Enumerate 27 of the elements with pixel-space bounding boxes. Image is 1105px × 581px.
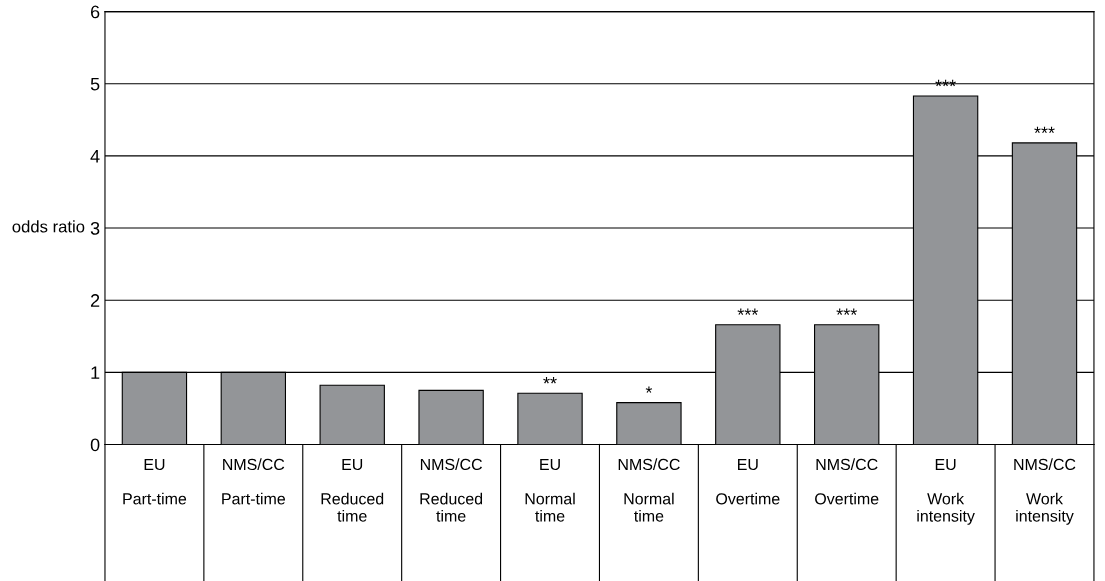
category-label: EU Normal time xyxy=(525,458,575,522)
category-label: EU Work intensity xyxy=(917,458,975,525)
data-label: *** xyxy=(737,308,759,315)
y-tick-label: 6 xyxy=(90,5,100,19)
category-label: NMS/CC Overtime xyxy=(815,458,879,505)
bar xyxy=(418,389,484,445)
y-tick-label: 3 xyxy=(90,221,100,235)
bar xyxy=(517,392,583,445)
data-label: * xyxy=(645,386,653,393)
category-label: EU Reduced time xyxy=(321,458,384,522)
category-label: NMS/CC Normal time xyxy=(618,458,680,522)
bar xyxy=(616,402,682,445)
data-label: ** xyxy=(543,377,557,384)
y-tick-label: 1 xyxy=(91,366,100,379)
category-label: EU Overtime xyxy=(716,458,780,505)
data-label: *** xyxy=(1034,126,1055,134)
y-tick-label: 5 xyxy=(90,77,100,91)
y-tick-label: 4 xyxy=(90,150,100,163)
category-label: NMS/CC Reduced time xyxy=(420,458,483,522)
y-tick-label: 0 xyxy=(90,438,100,452)
bar xyxy=(319,384,385,445)
y-tick-label: 2 xyxy=(90,294,100,307)
category-label: NMS/CC Work intensity xyxy=(1014,458,1076,525)
y-axis-title: odds ratio xyxy=(12,220,85,233)
category-label: EU Part-time xyxy=(123,458,187,505)
data-label: *** xyxy=(836,308,857,315)
category-label: NMS/CC Part-time xyxy=(222,458,286,505)
